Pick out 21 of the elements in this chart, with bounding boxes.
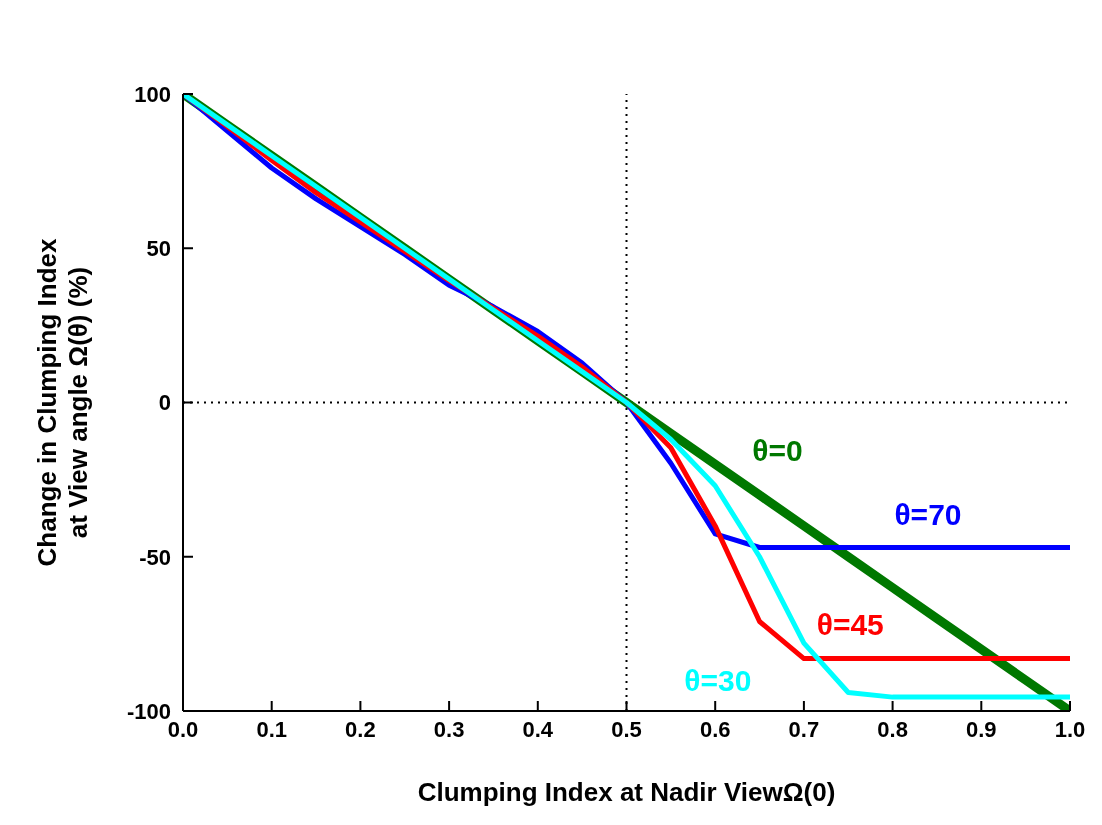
x-tick-label: 0.9	[966, 716, 997, 742]
y-axis-title: Change in Clumping Index at View angle Ω(θ) (%)	[32, 238, 93, 567]
series-label: θ=30	[684, 663, 752, 697]
x-tick-label: 0.8	[877, 716, 908, 742]
x-tick-label: 0.2	[345, 716, 376, 742]
x-tick-label: 0.3	[433, 716, 465, 742]
x-tick-label: 0.1	[256, 716, 287, 742]
series-label: θ=45	[816, 608, 884, 642]
series-label: θ=70	[894, 497, 962, 531]
x-tick-label: 1.0	[1054, 716, 1086, 742]
x-tick-label: 0.6	[699, 716, 731, 742]
y-tick-label: 50	[146, 236, 171, 262]
x-tick-label: 0.7	[788, 716, 820, 742]
x-axis-title: Clumping Index at Nadir ViewΩ(0)	[417, 777, 836, 807]
y-tick-label: -50	[139, 544, 171, 570]
y-tick-label: -100	[126, 698, 171, 724]
x-tick-label: 0.4	[522, 716, 554, 742]
y-tick-label: 100	[134, 81, 171, 107]
y-tick-label: 0	[158, 390, 171, 416]
x-tick-label: 0.5	[611, 716, 642, 742]
series-label: θ=0	[752, 433, 803, 467]
